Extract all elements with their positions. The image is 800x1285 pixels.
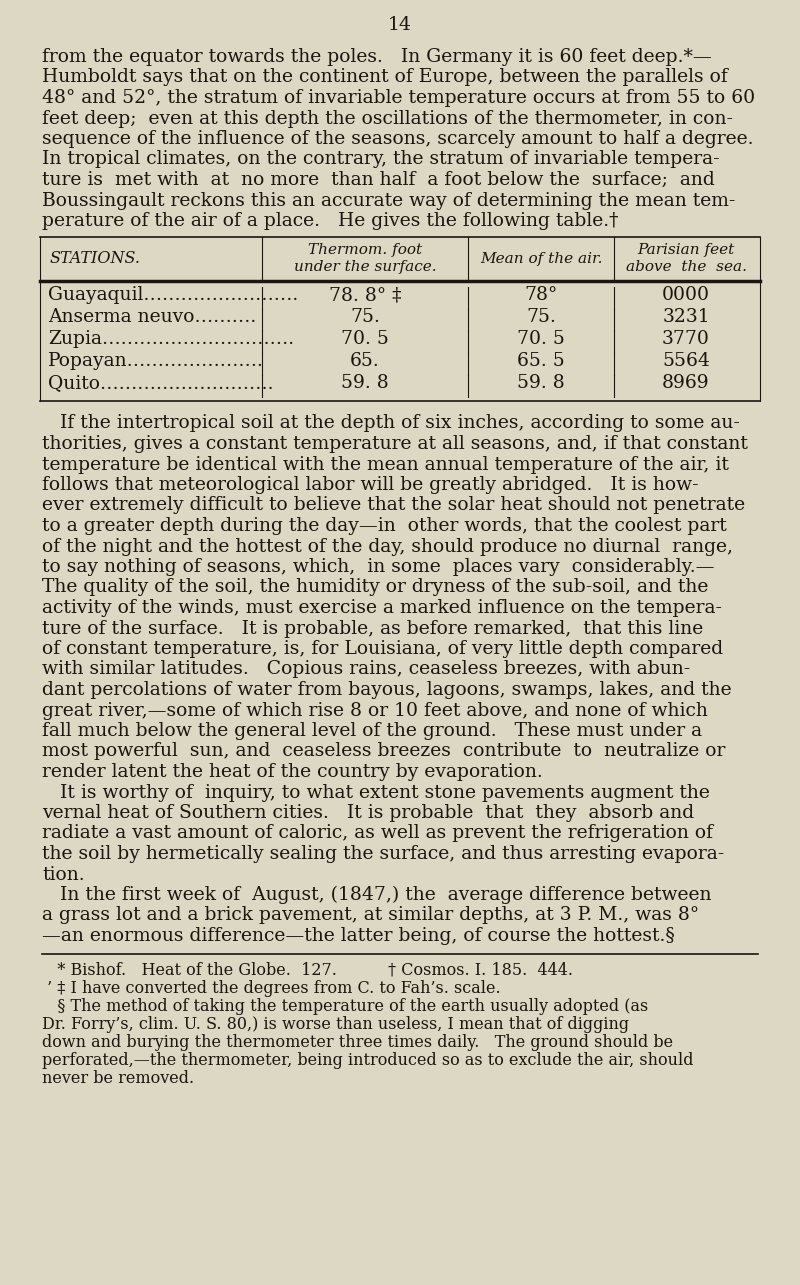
Text: render latent the heat of the country by evaporation.: render latent the heat of the country by… [42,763,542,781]
Text: * Bishof.   Heat of the Globe.  127.          † Cosmos. I. 185.  444.: * Bishof. Heat of the Globe. 127. † Cosm… [42,961,573,978]
Text: 78. 8° ‡: 78. 8° ‡ [329,287,402,305]
Text: fall much below the general level of the ground.   These must under a: fall much below the general level of the… [42,722,702,740]
Text: Anserma neuvo……….: Anserma neuvo………. [48,308,256,326]
Text: 65. 5: 65. 5 [517,352,565,370]
Text: temperature be identical with the mean annual temperature of the air, it: temperature be identical with the mean a… [42,455,729,473]
Text: Boussingault reckons this an accurate way of determining the mean tem-: Boussingault reckons this an accurate wa… [42,191,735,209]
Text: Popayan………………….: Popayan…………………. [48,352,264,370]
Text: Zupia………………………….: Zupia…………………………. [48,330,294,348]
Text: never be removed.: never be removed. [42,1069,194,1087]
Text: vernal heat of Southern cities.   It is probable  that  they  absorb and: vernal heat of Southern cities. It is pr… [42,804,694,822]
Text: a grass lot and a brick pavement, at similar depths, at 3 P. M., was 8°: a grass lot and a brick pavement, at sim… [42,906,699,924]
Text: Dr. Forry’s, clim. U. S. 80,) is worse than useless, I mean that of digging: Dr. Forry’s, clim. U. S. 80,) is worse t… [42,1015,629,1033]
Text: 48° and 52°, the stratum of invariable temperature occurs at from 55 to 60: 48° and 52°, the stratum of invariable t… [42,89,755,107]
Text: —an enormous difference—the latter being, of course the hottest.§: —an enormous difference—the latter being… [42,926,675,944]
Text: Thermom. foot
under the surface.: Thermom. foot under the surface. [294,243,436,274]
Text: the soil by hermetically sealing the surface, and thus arresting evapora-: the soil by hermetically sealing the sur… [42,846,724,864]
Text: The quality of the soil, the humidity or dryness of the sub-soil, and the: The quality of the soil, the humidity or… [42,578,708,596]
Text: Humboldt says that on the continent of Europe, between the parallels of: Humboldt says that on the continent of E… [42,68,728,86]
Text: ture of the surface.   It is probable, as before remarked,  that this line: ture of the surface. It is probable, as … [42,619,703,637]
Text: 5564: 5564 [662,352,710,370]
Text: It is worthy of  inquiry, to what extent stone pavements augment the: It is worthy of inquiry, to what extent … [42,784,710,802]
Text: with similar latitudes.   Copious rains, ceaseless breezes, with abun-: with similar latitudes. Copious rains, c… [42,660,690,678]
Text: to say nothing of seasons, which,  in some  places vary  considerably.—: to say nothing of seasons, which, in som… [42,558,714,576]
Text: of the night and the hottest of the day, should produce no diurnal  range,: of the night and the hottest of the day,… [42,537,733,555]
Text: dant percolations of water from bayous, lagoons, swamps, lakes, and the: dant percolations of water from bayous, … [42,681,732,699]
Text: 3231: 3231 [662,308,710,326]
Text: Mean of the air.: Mean of the air. [480,252,602,266]
Text: follows that meteorological labor will be greatly abridged.   It is how-: follows that meteorological labor will b… [42,475,698,493]
Text: 65.: 65. [350,352,380,370]
Text: activity of the winds, must exercise a marked influence on the tempera-: activity of the winds, must exercise a m… [42,599,722,617]
Text: perforated,—the thermometer, being introduced so as to exclude the air, should: perforated,—the thermometer, being intro… [42,1051,694,1069]
Text: Parisian feet
above  the  sea.: Parisian feet above the sea. [626,243,746,274]
Text: 75.: 75. [350,308,380,326]
Text: 70. 5: 70. 5 [341,330,389,348]
Text: 59. 8: 59. 8 [341,374,389,392]
Text: of constant temperature, is, for Louisiana, of very little depth compared: of constant temperature, is, for Louisia… [42,640,723,658]
Text: 8969: 8969 [662,374,710,392]
Text: to a greater depth during the day—in  other words, that the coolest part: to a greater depth during the day—in oth… [42,517,726,535]
Text: 14: 14 [388,15,412,33]
Text: sequence of the influence of the seasons, scarcely amount to half a degree.: sequence of the influence of the seasons… [42,130,754,148]
Text: If the intertropical soil at the depth of six inches, according to some au-: If the intertropical soil at the depth o… [42,415,740,433]
Text: 3770: 3770 [662,330,710,348]
Text: ture is  met with  at  no more  than half  a foot below the  surface;  and: ture is met with at no more than half a … [42,171,714,189]
Text: perature of the air of a place.   He gives the following table.†: perature of the air of a place. He gives… [42,212,618,230]
Text: ever extremely difficult to believe that the solar heat should not penetrate: ever extremely difficult to believe that… [42,496,745,514]
Text: In tropical climates, on the contrary, the stratum of invariable tempera-: In tropical climates, on the contrary, t… [42,150,720,168]
Text: Guayaquil…………………….: Guayaquil……………………. [48,287,298,305]
Text: 59. 8: 59. 8 [517,374,565,392]
Text: tion.: tion. [42,866,85,884]
Text: radiate a vast amount of caloric, as well as prevent the refrigeration of: radiate a vast amount of caloric, as wel… [42,825,713,843]
Text: In the first week of  August, (1847,) the  average difference between: In the first week of August, (1847,) the… [42,885,711,905]
Text: ’ ‡ I have converted the degrees from C. to Fah’s. scale.: ’ ‡ I have converted the degrees from C.… [42,979,501,997]
Text: thorities, gives a constant temperature at all seasons, and, if that constant: thorities, gives a constant temperature … [42,436,748,454]
Text: STATIONS.: STATIONS. [50,251,141,267]
Text: 78°: 78° [524,287,558,305]
Text: most powerful  sun, and  ceaseless breezes  contribute  to  neutralize or: most powerful sun, and ceaseless breezes… [42,743,726,761]
Text: down and burying the thermometer three times daily.   The ground should be: down and burying the thermometer three t… [42,1033,673,1051]
Text: from the equator towards the poles.   In Germany it is 60 feet deep.*—: from the equator towards the poles. In G… [42,48,712,66]
Text: 75.: 75. [526,308,556,326]
Text: feet deep;  even at this depth the oscillations of the thermometer, in con-: feet deep; even at this depth the oscill… [42,109,733,127]
Text: 0000: 0000 [662,287,710,305]
Text: Quito……………………….: Quito………………………. [48,374,274,392]
Text: § The method of taking the temperature of the earth usually adopted (as: § The method of taking the temperature o… [42,997,648,1015]
Text: great river,—some of which rise 8 or 10 feet above, and none of which: great river,—some of which rise 8 or 10 … [42,702,708,720]
Text: 70. 5: 70. 5 [517,330,565,348]
